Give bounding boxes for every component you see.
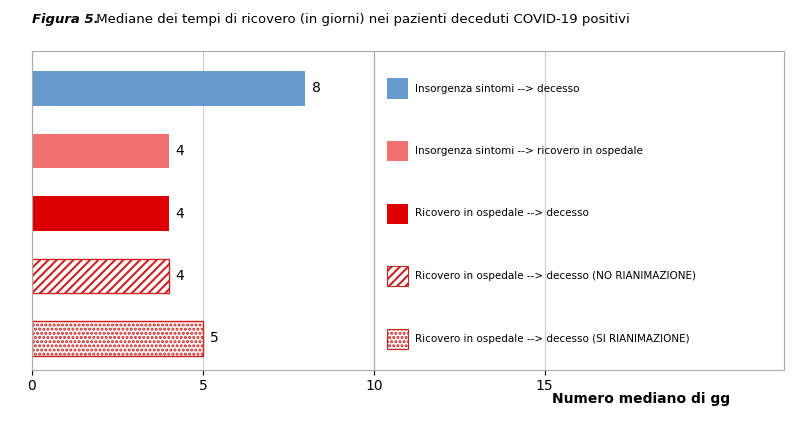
Text: Ricovero in ospedale --> decesso: Ricovero in ospedale --> decesso	[415, 209, 589, 218]
Bar	[387, 204, 408, 224]
Bar	[32, 259, 169, 293]
Text: 4: 4	[175, 144, 184, 158]
Bar	[32, 71, 306, 106]
Bar	[387, 329, 408, 348]
Text: 4: 4	[175, 207, 184, 221]
Text: 4: 4	[175, 269, 184, 283]
Bar	[387, 79, 408, 99]
Bar	[32, 321, 203, 356]
Bar	[32, 134, 169, 168]
Bar	[387, 266, 408, 286]
Text: Mediane dei tempi di ricovero (in giorni) nei pazienti deceduti COVID-19 positiv: Mediane dei tempi di ricovero (in giorni…	[92, 13, 630, 26]
Text: Insorgenza sintomi --> decesso: Insorgenza sintomi --> decesso	[415, 83, 579, 94]
Text: 5: 5	[210, 332, 218, 346]
Text: 8: 8	[312, 82, 321, 96]
Text: Insorgenza sintomi --> ricovero in ospedale: Insorgenza sintomi --> ricovero in osped…	[415, 146, 642, 156]
Bar	[32, 196, 169, 231]
Text: Ricovero in ospedale --> decesso (NO RIANIMAZIONE): Ricovero in ospedale --> decesso (NO RIA…	[415, 271, 696, 281]
Text: Numero mediano di gg: Numero mediano di gg	[551, 391, 730, 405]
Text: Ricovero in ospedale --> decesso (SI RIANIMAZIONE): Ricovero in ospedale --> decesso (SI RIA…	[415, 334, 690, 343]
Text: Figura 5.: Figura 5.	[32, 13, 98, 26]
Bar	[387, 141, 408, 161]
